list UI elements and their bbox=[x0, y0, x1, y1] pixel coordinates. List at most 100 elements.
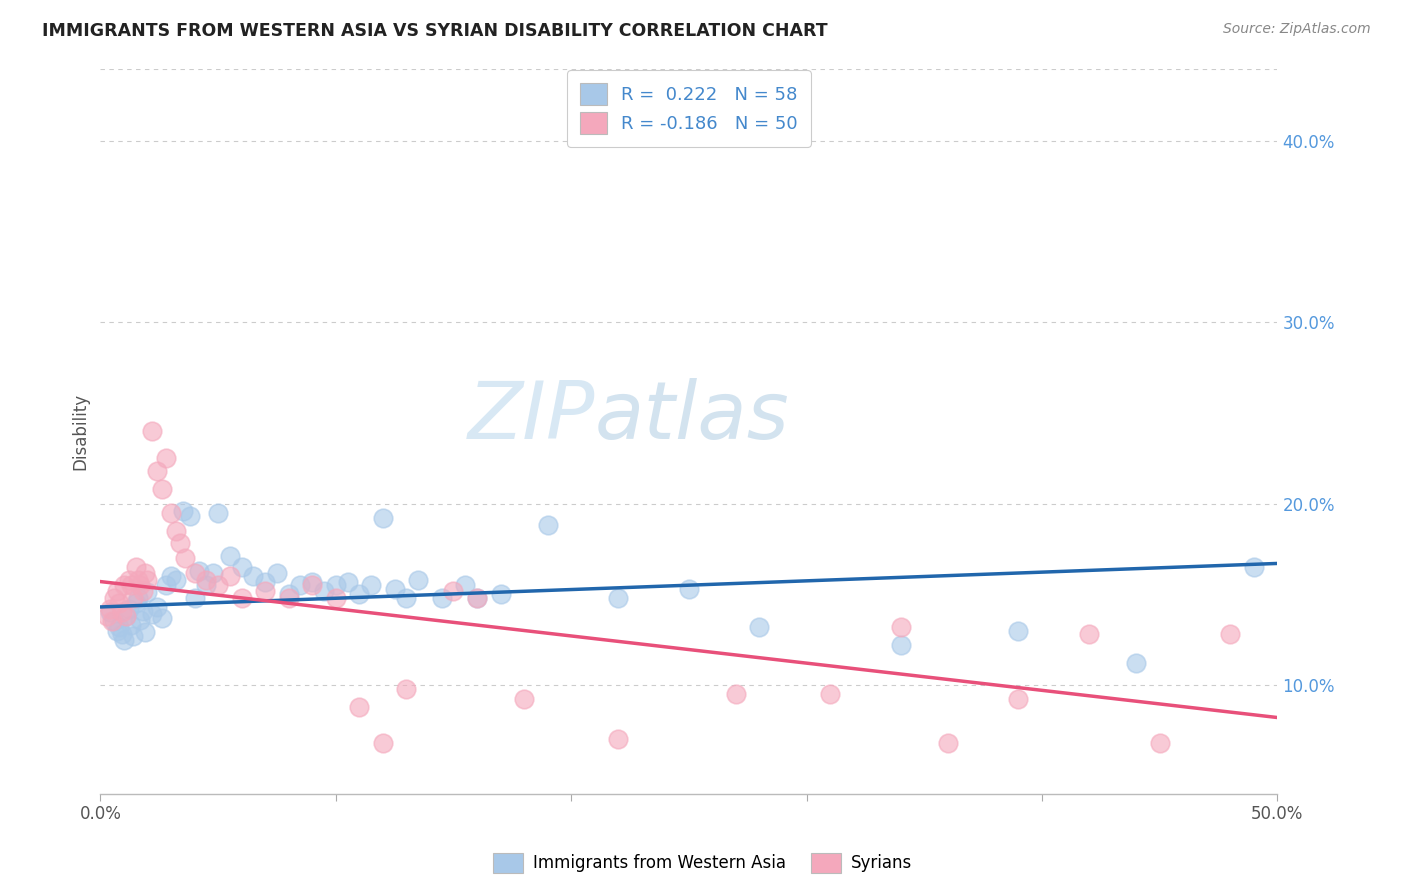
Point bbox=[231, 560, 253, 574]
Point bbox=[607, 591, 630, 605]
Point bbox=[115, 609, 138, 624]
Point bbox=[290, 578, 312, 592]
Point bbox=[150, 611, 173, 625]
Point bbox=[1149, 736, 1171, 750]
Point bbox=[120, 618, 142, 632]
Point bbox=[371, 736, 394, 750]
Point bbox=[112, 578, 135, 592]
Point bbox=[1243, 560, 1265, 574]
Point bbox=[117, 601, 139, 615]
Point bbox=[254, 583, 277, 598]
Point bbox=[890, 620, 912, 634]
Point bbox=[325, 578, 347, 592]
Point bbox=[108, 620, 131, 634]
Point bbox=[406, 573, 429, 587]
Point bbox=[105, 624, 128, 638]
Point bbox=[1125, 656, 1147, 670]
Point bbox=[195, 578, 218, 592]
Point bbox=[325, 591, 347, 605]
Legend: Immigrants from Western Asia, Syrians: Immigrants from Western Asia, Syrians bbox=[486, 847, 920, 880]
Point bbox=[218, 549, 240, 564]
Point bbox=[132, 603, 155, 617]
Point bbox=[195, 573, 218, 587]
Point bbox=[101, 615, 124, 629]
Point bbox=[172, 504, 194, 518]
Point bbox=[132, 583, 155, 598]
Point bbox=[1007, 692, 1029, 706]
Point bbox=[207, 578, 229, 592]
Point bbox=[110, 627, 132, 641]
Y-axis label: Disability: Disability bbox=[72, 392, 89, 470]
Point bbox=[748, 620, 770, 634]
Point bbox=[183, 566, 205, 580]
Point bbox=[1007, 624, 1029, 638]
Point bbox=[936, 736, 959, 750]
Point bbox=[1078, 627, 1101, 641]
Point bbox=[465, 591, 488, 605]
Point bbox=[218, 569, 240, 583]
Point bbox=[242, 569, 264, 583]
Point bbox=[430, 591, 453, 605]
Point bbox=[165, 524, 187, 538]
Point bbox=[98, 606, 121, 620]
Point bbox=[98, 601, 121, 615]
Point bbox=[724, 687, 747, 701]
Point bbox=[188, 564, 211, 578]
Point bbox=[103, 591, 125, 605]
Point bbox=[136, 585, 159, 599]
Point bbox=[371, 511, 394, 525]
Point bbox=[678, 582, 700, 596]
Point bbox=[277, 591, 299, 605]
Point bbox=[266, 566, 288, 580]
Text: Source: ZipAtlas.com: Source: ZipAtlas.com bbox=[1223, 22, 1371, 37]
Point bbox=[155, 451, 177, 466]
Point bbox=[115, 609, 138, 624]
Point bbox=[207, 506, 229, 520]
Point bbox=[141, 607, 163, 622]
Point bbox=[134, 625, 156, 640]
Point bbox=[454, 578, 477, 592]
Point bbox=[108, 596, 131, 610]
Point bbox=[890, 638, 912, 652]
Point bbox=[183, 591, 205, 605]
Point bbox=[146, 599, 169, 614]
Text: atlas: atlas bbox=[595, 377, 789, 456]
Point bbox=[155, 578, 177, 592]
Text: IMMIGRANTS FROM WESTERN ASIA VS SYRIAN DISABILITY CORRELATION CHART: IMMIGRANTS FROM WESTERN ASIA VS SYRIAN D… bbox=[42, 22, 828, 40]
Point bbox=[134, 566, 156, 580]
Point bbox=[124, 560, 146, 574]
Point bbox=[117, 573, 139, 587]
Point bbox=[395, 591, 418, 605]
Point bbox=[129, 613, 152, 627]
Point bbox=[122, 629, 145, 643]
Point bbox=[165, 573, 187, 587]
Point bbox=[96, 609, 118, 624]
Point bbox=[818, 687, 841, 701]
Point bbox=[254, 574, 277, 589]
Point bbox=[231, 591, 253, 605]
Point bbox=[202, 566, 225, 580]
Point bbox=[301, 578, 323, 592]
Point bbox=[124, 596, 146, 610]
Point bbox=[136, 573, 159, 587]
Point bbox=[141, 424, 163, 438]
Point bbox=[395, 681, 418, 696]
Text: ZIP: ZIP bbox=[467, 377, 595, 456]
Legend: R =  0.222   N = 58, R = -0.186   N = 50: R = 0.222 N = 58, R = -0.186 N = 50 bbox=[567, 70, 811, 147]
Point bbox=[105, 583, 128, 598]
Point bbox=[360, 578, 382, 592]
Point bbox=[160, 569, 183, 583]
Point bbox=[489, 587, 512, 601]
Point bbox=[513, 692, 536, 706]
Point bbox=[312, 583, 335, 598]
Point bbox=[336, 574, 359, 589]
Point bbox=[146, 464, 169, 478]
Point bbox=[443, 583, 465, 598]
Point bbox=[277, 587, 299, 601]
Point bbox=[127, 591, 149, 605]
Point bbox=[120, 578, 142, 592]
Point bbox=[1219, 627, 1241, 641]
Point bbox=[384, 582, 406, 596]
Point bbox=[160, 506, 183, 520]
Point bbox=[150, 482, 173, 496]
